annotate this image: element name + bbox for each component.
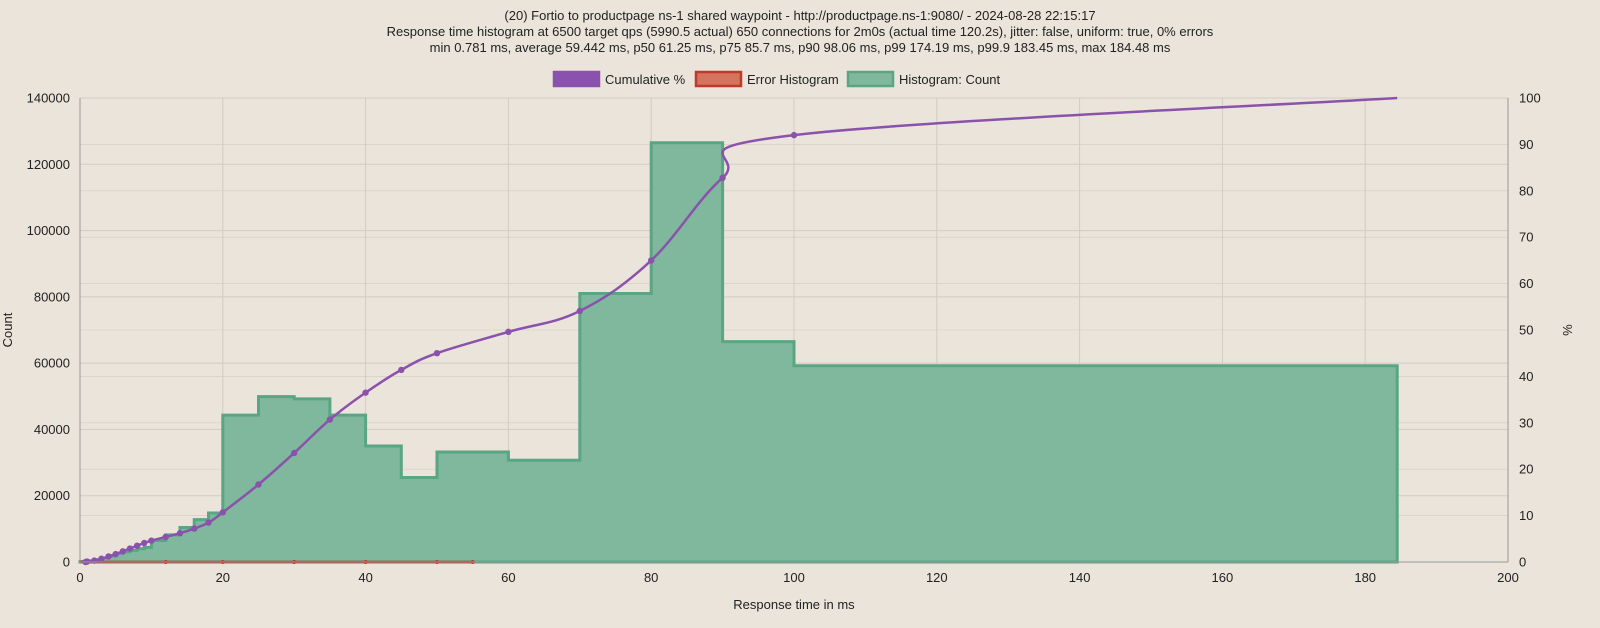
y2-axis-title: % [1560, 324, 1575, 336]
cumulative-point [133, 542, 141, 549]
y-tick-label: 60000 [34, 356, 70, 371]
y-tick-label: 20000 [34, 488, 70, 503]
y2-tick-label: 30 [1519, 415, 1533, 430]
x-tick-label: 40 [358, 570, 372, 585]
cumulative-point [148, 537, 155, 544]
legend-label: Error Histogram [747, 72, 839, 87]
legend: Cumulative % Error Histogram Histogram: Co… [552, 70, 1001, 88]
cumulative-point [141, 539, 148, 547]
y2-tick-label: 20 [1519, 462, 1533, 477]
legend-item: Histogram: Count [846, 70, 1001, 88]
cumulative-point [255, 481, 262, 488]
cumulative-point [398, 366, 405, 374]
y-tick-label: 100000 [27, 223, 70, 238]
cumulative-point [219, 509, 226, 516]
x-tick-label: 120 [926, 570, 948, 585]
legend-item: Error Histogram [694, 70, 839, 88]
y2-tick-label: 40 [1519, 369, 1533, 384]
chart-title-line-1: (20) Fortio to productpage ns-1 shared w… [504, 8, 1096, 23]
legend-swatch [552, 70, 601, 88]
chart-title-line-2: Response time histogram at 6500 target q… [386, 24, 1214, 39]
cumulative-point [91, 557, 98, 564]
x-tick-labels: 0 20 40 60 80 100 120 140 160 180 200 [76, 570, 1518, 585]
legend-swatch [694, 70, 743, 88]
x-tick-label: 0 [76, 570, 83, 585]
x-tick-label: 140 [1069, 570, 1091, 585]
cumulative-point [433, 350, 441, 357]
y2-tick-label: 70 [1519, 230, 1533, 245]
cumulative-point [119, 548, 127, 555]
y2-tick-label: 60 [1519, 276, 1533, 291]
cumulative-point [105, 553, 112, 560]
y2-tick-label: 50 [1519, 323, 1533, 338]
cumulative-series [82, 96, 1398, 566]
y-tick-label: 140000 [27, 91, 70, 106]
y-axis-title: Count [0, 312, 15, 347]
y2-tick-label: 90 [1519, 137, 1533, 152]
cumulative-point [790, 131, 798, 139]
legend-label: Cumulative % [605, 72, 686, 87]
legend-label: Histogram: Count [899, 72, 1001, 87]
legend-swatch [846, 70, 895, 88]
cumulative-point [362, 389, 369, 396]
y-tick-label: 80000 [34, 289, 70, 304]
histogram-area [78, 141, 1399, 564]
x-axis-title: Response time in ms [733, 597, 855, 612]
cumulative-point [505, 328, 512, 336]
cumulative-point [648, 257, 655, 264]
cumulative-point [576, 307, 583, 315]
x-tick-label: 60 [501, 570, 515, 585]
x-tick-label: 180 [1354, 570, 1376, 585]
legend-item: Cumulative % [552, 70, 686, 88]
cumulative-point [126, 545, 134, 552]
cumulative-point [205, 519, 212, 526]
y2-tick-label: 0 [1519, 555, 1526, 570]
x-tick-label: 200 [1497, 570, 1519, 585]
cumulative-point [98, 555, 105, 562]
y2-tick-label: 10 [1519, 508, 1533, 523]
y2-tick-labels: 0 10 20 30 40 50 60 70 80 90 100 [1519, 91, 1541, 570]
cumulative-point [191, 525, 198, 532]
cumulative-point [326, 416, 334, 423]
chart-title-line-3: min 0.781 ms, average 59.442 ms, p50 61.… [429, 40, 1171, 55]
y-tick-label: 40000 [34, 422, 70, 437]
cumulative-point [719, 174, 726, 182]
x-tick-label: 20 [216, 570, 230, 585]
cumulative-point [176, 530, 184, 537]
y-tick-label: 0 [63, 555, 70, 570]
cumulative-point [291, 449, 298, 457]
cumulative-point [112, 550, 119, 558]
x-tick-label: 80 [644, 570, 658, 585]
y-tick-label: 120000 [27, 157, 70, 172]
cumulative-point [162, 533, 169, 541]
y2-tick-label: 80 [1519, 183, 1533, 198]
x-tick-label: 100 [783, 570, 805, 585]
x-tick-label: 160 [1212, 570, 1234, 585]
y2-tick-label: 100 [1519, 91, 1541, 106]
y-tick-labels: 0 20000 40000 60000 80000 100000 120000 140000 [27, 91, 70, 570]
